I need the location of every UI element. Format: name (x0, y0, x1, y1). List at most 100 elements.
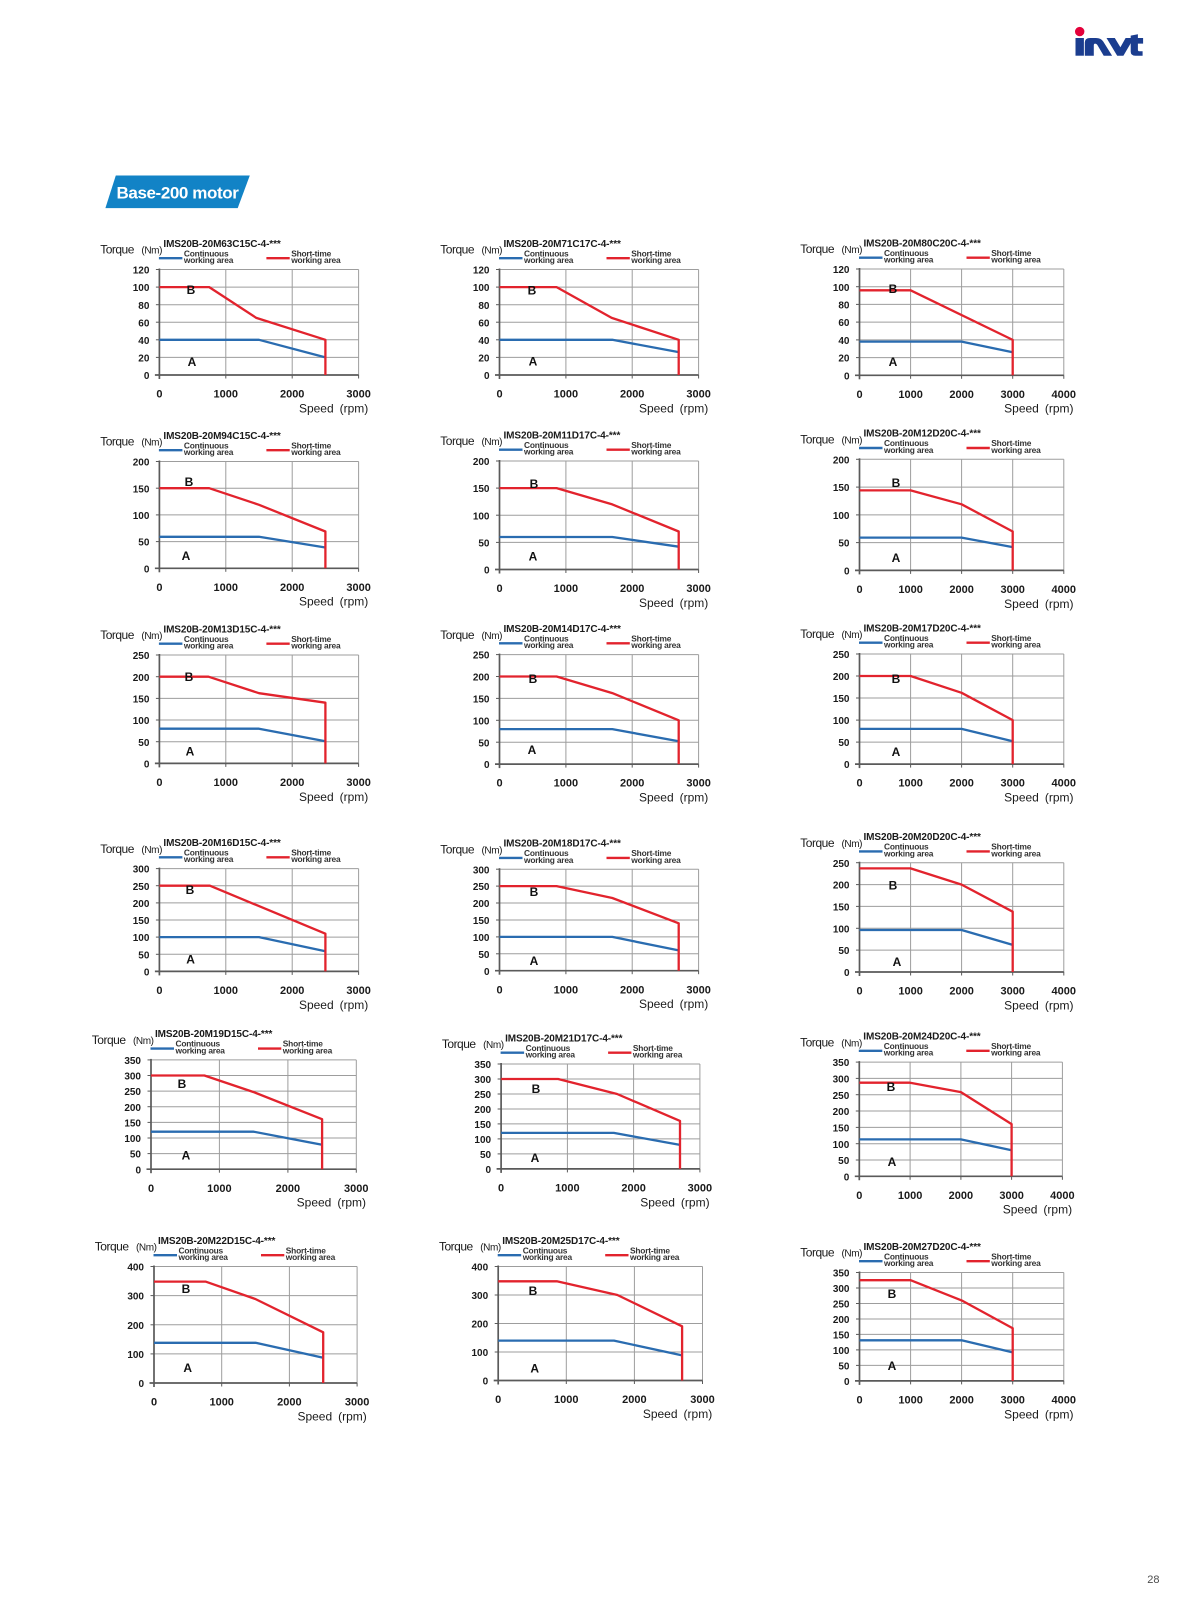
svg-text:50: 50 (838, 1362, 850, 1373)
svg-text:100: 100 (473, 716, 490, 727)
svg-text:0: 0 (144, 564, 150, 575)
svg-text:300: 300 (833, 1284, 850, 1295)
svg-text:IMS20B-20M11D17C-4-***: IMS20B-20M11D17C-4-*** (504, 430, 621, 441)
svg-text:Speed (rpm): Speed (rpm) (299, 998, 368, 1012)
svg-text:working area: working area (282, 1046, 333, 1056)
svg-text:0: 0 (856, 986, 862, 998)
svg-text:Short-time: Short-time (991, 438, 1031, 448)
svg-text:Speed (rpm): Speed (rpm) (643, 1407, 712, 1421)
svg-text:working area: working area (990, 848, 1041, 858)
svg-text:A: A (892, 551, 901, 565)
svg-text:IMS20B-20M18D17C-4-***: IMS20B-20M18D17C-4-*** (504, 839, 622, 850)
svg-text:Short-time: Short-time (991, 842, 1031, 852)
svg-text:IMS20B-20M22D15C-4-***: IMS20B-20M22D15C-4-*** (158, 1236, 276, 1247)
svg-text:working area: working area (883, 1258, 934, 1268)
svg-text:B: B (889, 282, 898, 296)
svg-text:working area: working area (290, 255, 341, 265)
svg-text:IMS20B-20M17D20C-4-***: IMS20B-20M17D20C-4-*** (864, 623, 982, 634)
svg-text:1000: 1000 (214, 777, 238, 789)
svg-text:350: 350 (833, 1269, 850, 1280)
svg-text:1000: 1000 (209, 1397, 233, 1409)
svg-text:1000: 1000 (214, 582, 238, 594)
svg-text:2000: 2000 (949, 1190, 973, 1202)
svg-text:(Nm): (Nm) (482, 437, 503, 448)
svg-text:Torque: Torque (439, 1240, 474, 1254)
svg-text:Torque: Torque (440, 842, 475, 856)
svg-text:Speed (rpm): Speed (rpm) (639, 401, 708, 415)
svg-text:(Nm): (Nm) (141, 845, 162, 856)
svg-text:Torque: Torque (800, 242, 835, 256)
svg-text:Continuous: Continuous (524, 440, 569, 450)
svg-text:150: 150 (833, 694, 850, 705)
svg-text:0: 0 (148, 1183, 154, 1195)
svg-text:1000: 1000 (554, 778, 578, 790)
svg-text:2000: 2000 (276, 1183, 300, 1195)
svg-text:200: 200 (833, 1315, 850, 1326)
svg-text:4000: 4000 (1050, 1190, 1074, 1202)
svg-text:Speed (rpm): Speed (rpm) (1003, 1203, 1072, 1217)
svg-text:A: A (528, 743, 537, 757)
svg-text:B: B (529, 1284, 538, 1298)
svg-text:IMS20B-20M25D17C-4-***: IMS20B-20M25D17C-4-*** (502, 1236, 620, 1247)
svg-text:Short-time: Short-time (286, 1245, 326, 1255)
svg-text:1000: 1000 (898, 778, 922, 790)
svg-text:B: B (530, 477, 539, 491)
svg-text:Torque: Torque (800, 1246, 835, 1260)
svg-text:B: B (185, 475, 194, 489)
svg-text:60: 60 (138, 318, 150, 329)
svg-text:2000: 2000 (949, 584, 973, 596)
svg-text:2000: 2000 (949, 986, 973, 998)
svg-text:100: 100 (133, 716, 150, 727)
svg-text:0: 0 (484, 566, 490, 577)
svg-text:Torque: Torque (440, 243, 475, 257)
svg-text:IMS20B-20M71C17C-4-***: IMS20B-20M71C17C-4-*** (504, 239, 622, 250)
svg-text:0: 0 (484, 967, 490, 978)
svg-text:250: 250 (473, 882, 490, 893)
svg-text:3000: 3000 (346, 985, 370, 997)
svg-text:working area: working area (632, 1050, 683, 1060)
svg-text:A: A (889, 355, 898, 369)
svg-text:0: 0 (844, 1172, 850, 1183)
svg-text:350: 350 (833, 1058, 850, 1069)
svg-text:Speed (rpm): Speed (rpm) (1004, 402, 1073, 416)
svg-text:4000: 4000 (1052, 389, 1076, 401)
svg-text:B: B (892, 476, 901, 490)
svg-text:150: 150 (124, 1119, 141, 1130)
svg-text:Torque: Torque (100, 243, 135, 257)
svg-text:Short-time: Short-time (991, 1251, 1031, 1261)
svg-text:working area: working area (630, 255, 681, 265)
svg-text:2000: 2000 (280, 389, 304, 401)
svg-text:250: 250 (124, 1087, 141, 1098)
svg-text:100: 100 (133, 933, 150, 944)
svg-text:Short-time: Short-time (991, 1041, 1031, 1051)
svg-text:A: A (529, 355, 538, 369)
svg-text:2000: 2000 (620, 984, 644, 996)
svg-text:working area: working area (883, 445, 934, 455)
svg-text:250: 250 (473, 651, 490, 662)
svg-text:(Nm): (Nm) (842, 839, 863, 850)
svg-text:working area: working area (525, 1050, 576, 1060)
svg-text:0: 0 (498, 1183, 504, 1195)
svg-text:Continuous: Continuous (884, 842, 929, 852)
svg-text:100: 100 (127, 1350, 144, 1361)
svg-text:0: 0 (144, 371, 150, 382)
svg-text:working area: working area (630, 640, 681, 650)
svg-text:Continuous: Continuous (523, 1245, 568, 1255)
svg-text:2000: 2000 (280, 582, 304, 594)
svg-text:150: 150 (473, 916, 490, 927)
svg-text:working area: working area (522, 1252, 573, 1262)
svg-text:A: A (530, 1362, 539, 1376)
svg-text:working area: working area (290, 447, 341, 457)
svg-text:400: 400 (127, 1263, 144, 1274)
svg-text:3000: 3000 (1000, 584, 1024, 596)
svg-text:3000: 3000 (1000, 389, 1024, 401)
svg-text:40: 40 (478, 336, 490, 347)
svg-text:Continuous: Continuous (526, 1043, 571, 1053)
svg-text:0: 0 (496, 583, 502, 595)
svg-text:Speed (rpm): Speed (rpm) (299, 595, 368, 609)
svg-text:working area: working area (630, 447, 681, 457)
svg-text:IMS20B-20M12D20C-4-***: IMS20B-20M12D20C-4-*** (864, 429, 982, 440)
svg-text:working area: working area (630, 855, 681, 865)
svg-text:3000: 3000 (346, 582, 370, 594)
svg-text:working area: working area (990, 255, 1041, 265)
